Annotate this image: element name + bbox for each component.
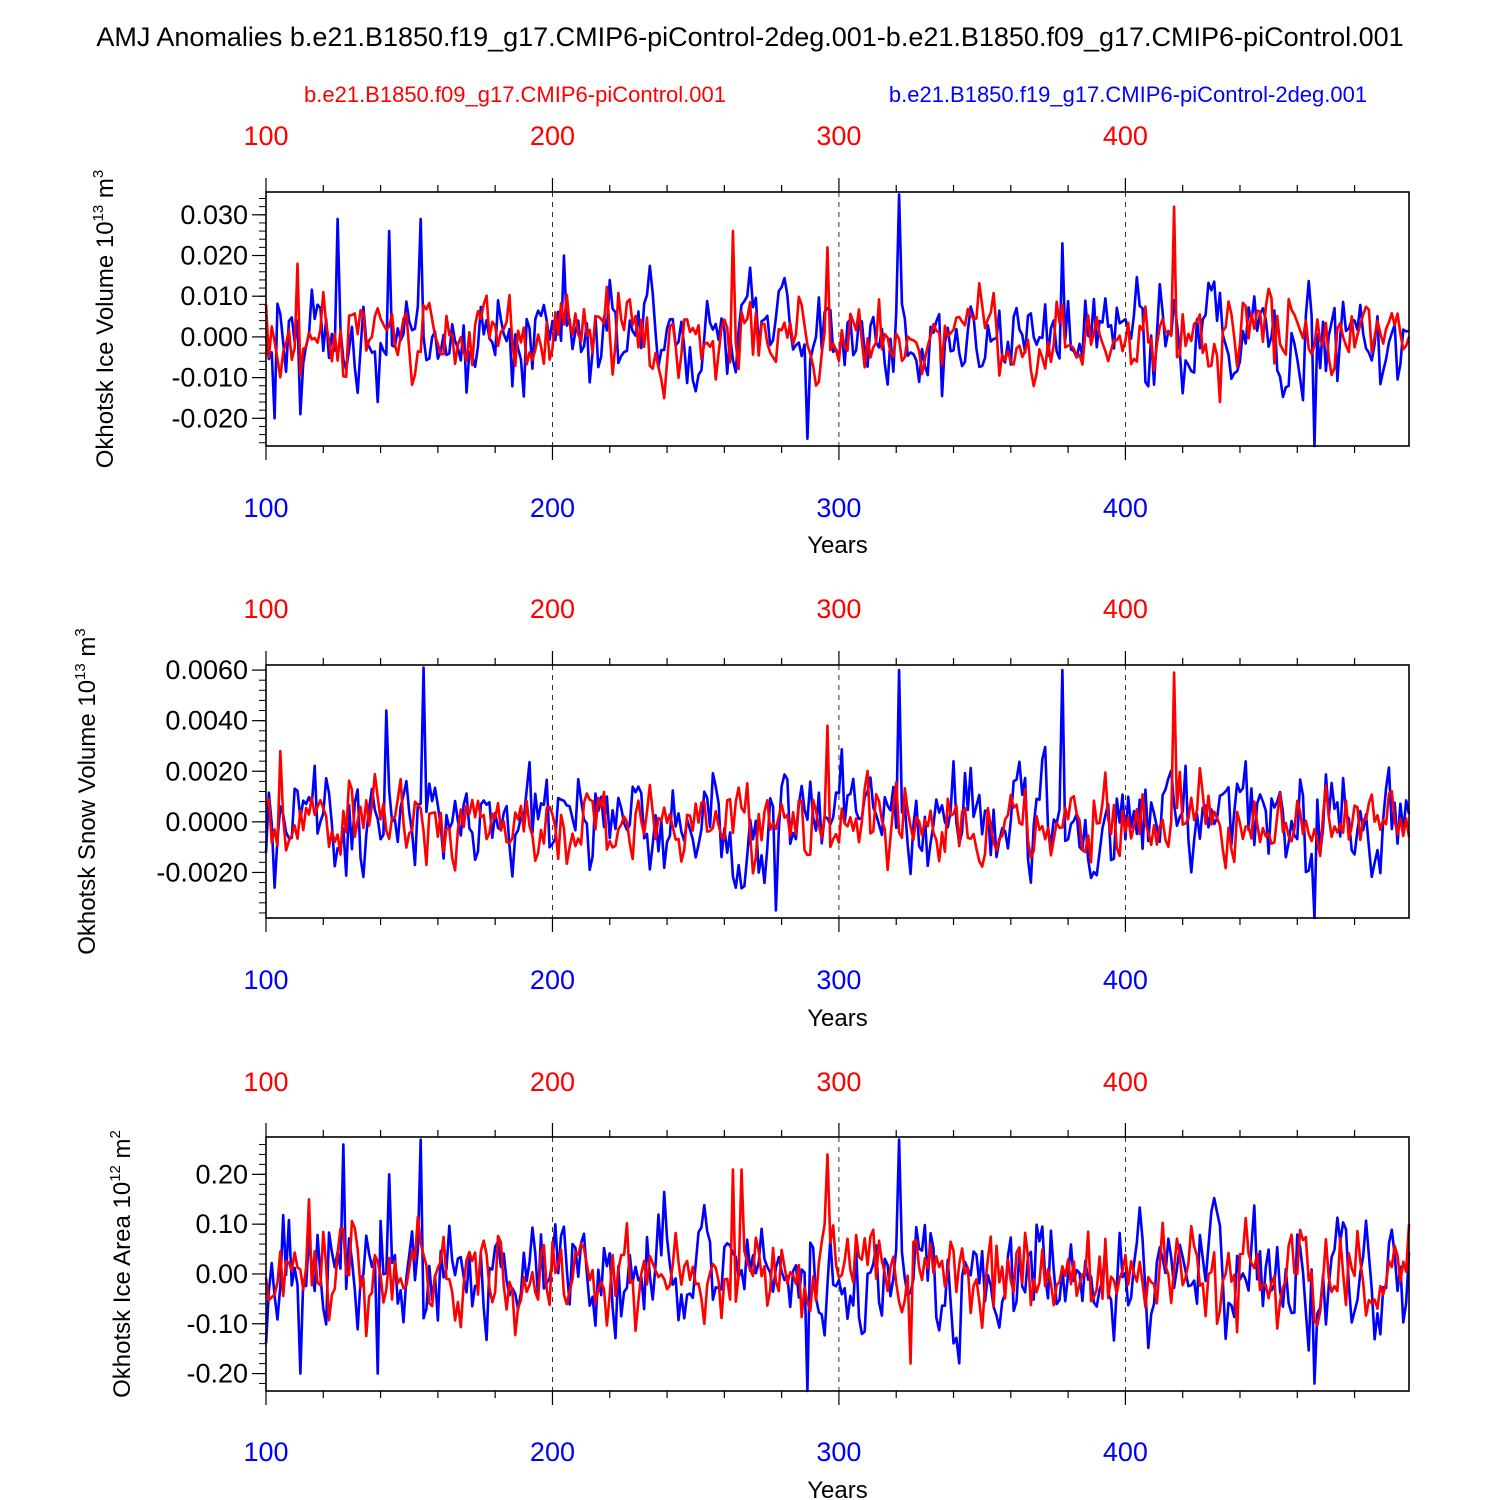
y-axis-title-text: Okhotsk Ice Area 10: [109, 1182, 136, 1398]
y-tick-label: -0.0020: [156, 857, 248, 887]
x-tick-label-bottom: 300: [816, 1437, 861, 1467]
y-tick-label: -0.20: [186, 1359, 248, 1389]
panels-container: 100 200 300 400 100 200 300 400 -0.020 -0.010 0.00…: [72, 121, 1411, 1500]
series-line-blue: [264, 1138, 1411, 1393]
x-axis-title: Years: [807, 1005, 868, 1032]
y-tick-label: -0.020: [171, 403, 248, 433]
y-axis-title-text: m: [92, 178, 119, 205]
y-tick-label: 0.0020: [165, 756, 248, 786]
x-tick-label-top: 200: [530, 1067, 575, 1097]
x-axis-title: Years: [807, 532, 868, 559]
x-tick-label-bottom: 200: [530, 965, 575, 995]
y-axis-title: Okhotsk Snow Volume 1013 m3: [72, 628, 101, 955]
x-tick-label-bottom: 100: [243, 493, 288, 523]
x-tick-label-top: 300: [816, 121, 861, 151]
x-tick-label-bottom: 200: [530, 1437, 575, 1467]
x-tick-label-bottom: 400: [1103, 965, 1148, 995]
y-axis-title-text: Okhotsk Ice Volume 10: [92, 221, 119, 468]
x-tick-label-top: 100: [243, 594, 288, 624]
series-line-blue: [264, 193, 1410, 448]
y-tick-label: 0.020: [180, 241, 248, 271]
y-tick-label: 0.20: [195, 1159, 248, 1189]
x-axis-title: Years: [807, 1477, 868, 1500]
x-tick-label-top: 300: [816, 594, 861, 624]
x-tick-label-top: 200: [530, 594, 575, 624]
y-tick-label: 0.0000: [165, 807, 248, 837]
x-tick-label-bottom: 100: [243, 1437, 288, 1467]
x-tick-label-top: 100: [243, 121, 288, 151]
x-tick-label-top: 400: [1103, 121, 1148, 151]
x-tick-label-bottom: 400: [1103, 493, 1148, 523]
y-axis-title-superscript: 13: [90, 205, 107, 222]
y-axis-title: Okhotsk Ice Volume 1013 m3: [90, 170, 119, 469]
y-tick-label: -0.10: [186, 1309, 248, 1339]
x-tick-label-top: 100: [243, 1067, 288, 1097]
x-tick-label-bottom: 400: [1103, 1437, 1148, 1467]
y-tick-label: 0.10: [195, 1209, 248, 1239]
y-axis-title-text: m: [74, 637, 101, 664]
legend-blue-label: b.e21.B1850.f19_g17.CMIP6-piControl-2deg…: [889, 82, 1367, 107]
panel-3: 100 200 300 400 100 200 300 400 -0.20 -0.10 0.00 0.…: [107, 1067, 1411, 1500]
y-axis-title-superscript: 13: [72, 663, 89, 680]
y-axis-title-superscript: 3: [72, 628, 89, 636]
y-axis-title-superscript: 3: [90, 170, 107, 178]
x-tick-label-bottom: 200: [530, 493, 575, 523]
y-tick-label: 0.030: [180, 200, 248, 230]
y-tick-label: 0.0060: [165, 655, 248, 685]
y-tick-label: 0.0040: [165, 706, 248, 736]
x-tick-label-top: 400: [1103, 594, 1148, 624]
y-axis-title-superscript: 2: [107, 1130, 124, 1138]
x-tick-label-top: 400: [1103, 1067, 1148, 1097]
y-tick-label: -0.010: [171, 363, 248, 393]
x-tick-label-top: 200: [530, 121, 575, 151]
y-tick-label: 0.010: [180, 281, 248, 311]
series-line-red: [264, 1153, 1411, 1365]
y-tick-label: 0.000: [180, 322, 248, 352]
figure-title: AMJ Anomalies b.e21.B1850.f19_g17.CMIP6-…: [96, 22, 1403, 52]
series-line-red: [264, 205, 1411, 404]
plot-frame: [265, 191, 1410, 447]
panel-1: 100 200 300 400 100 200 300 400 -0.020 -0.010 0.00…: [90, 121, 1411, 559]
y-axis-title-text: Okhotsk Snow Volume 10: [74, 680, 101, 955]
panel-2: 100 200 300 400 100 200 300 400 -0.0020 0.0000 0.0…: [72, 594, 1411, 1032]
series-line-red: [264, 671, 1411, 875]
y-tick-label: 0.00: [195, 1259, 248, 1289]
y-axis-title: Okhotsk Ice Area 1012 m2: [107, 1130, 136, 1398]
x-tick-label-bottom: 300: [816, 965, 861, 995]
x-tick-label-bottom: 300: [816, 493, 861, 523]
series-line-blue: [264, 666, 1411, 920]
legend-red-label: b.e21.B1850.f09_g17.CMIP6-piControl.001: [304, 82, 726, 107]
y-axis-title-text: m: [109, 1138, 136, 1165]
x-tick-label-top: 300: [816, 1067, 861, 1097]
y-axis-title-superscript: 12: [107, 1165, 124, 1182]
x-tick-label-bottom: 100: [243, 965, 288, 995]
